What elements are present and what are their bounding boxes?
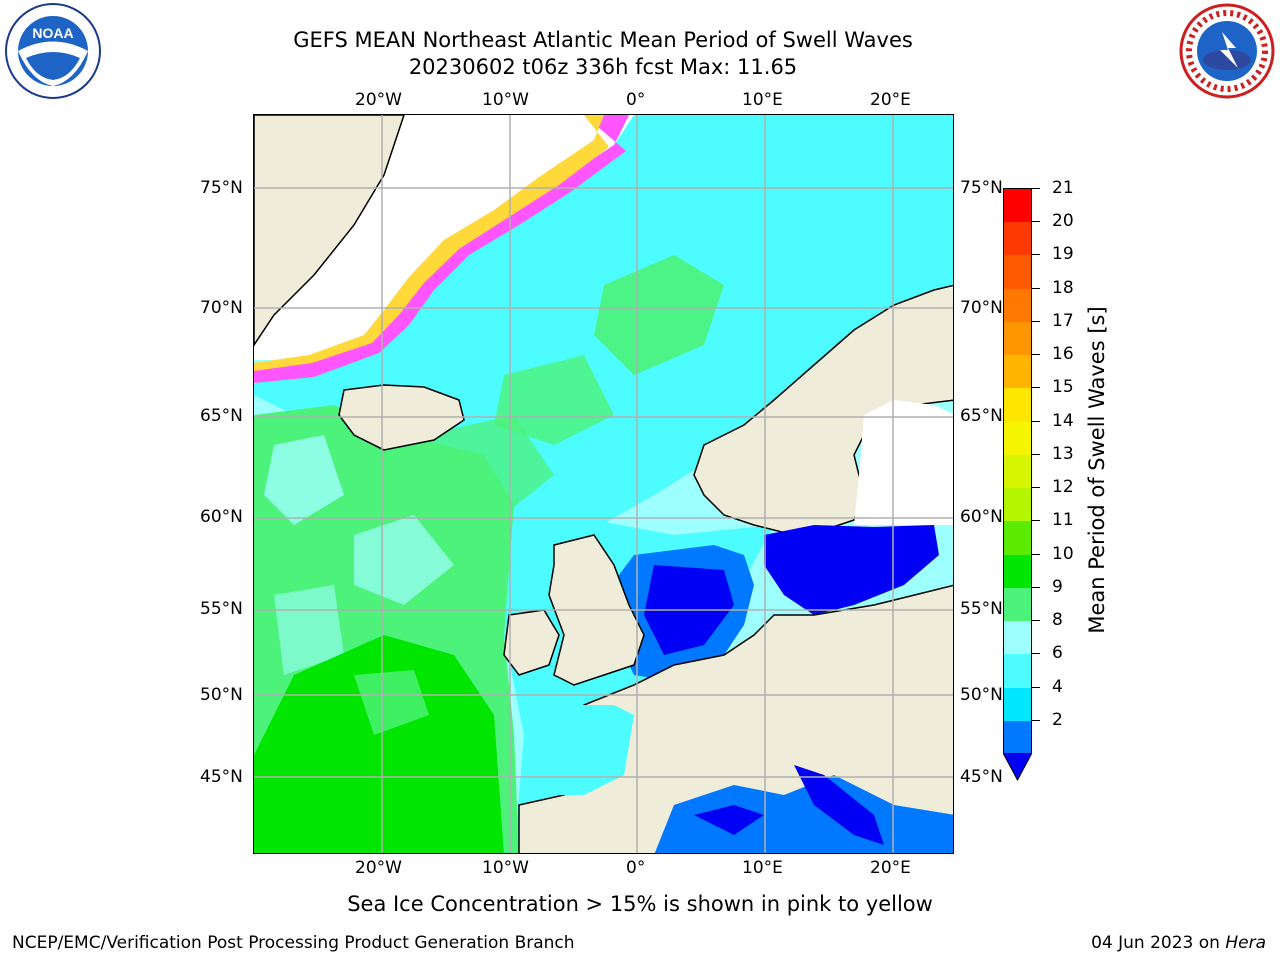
colorbar-tick-label: 9: [1052, 576, 1063, 597]
lat-label-right-70n: 70°N: [960, 298, 1003, 318]
colorbar-tick-mark: [1032, 620, 1040, 622]
colorbar-tick-label: 17: [1052, 310, 1074, 331]
colorbar-tick-mark: [1032, 287, 1040, 289]
colorbar-tick-mark: [1032, 320, 1040, 322]
colorbar-segment: [1004, 222, 1031, 256]
noaa-logo: NOAA: [4, 2, 102, 100]
lon-label-top-10e: 10°E: [742, 90, 783, 110]
lat-label-left-65n: 65°N: [200, 406, 243, 426]
colorbar-tick-label: 11: [1052, 510, 1074, 531]
lat-label-right-45n: 45°N: [960, 767, 1003, 787]
nws-logo: [1176, 2, 1278, 100]
colorbar-segment: [1004, 521, 1031, 556]
colorbar-segment: [1004, 621, 1031, 655]
colorbar-segment: [1004, 488, 1031, 522]
lon-label-bottom-20w: 20°W: [355, 858, 402, 878]
colorbar-tick-mark: [1032, 719, 1040, 721]
colorbar-tick-mark: [1032, 553, 1040, 555]
lon-label-top-0: 0°: [626, 90, 646, 110]
colorbar-tick-mark: [1032, 586, 1040, 588]
baltic-deep-blue-region: [764, 525, 939, 615]
colorbar-tick-label: 19: [1052, 244, 1074, 265]
colorbar-tick-label: 16: [1052, 344, 1074, 365]
colorbar-segment: [1004, 720, 1031, 755]
colorbar-tick-mark: [1032, 487, 1040, 489]
lat-label-right-50n: 50°N: [960, 685, 1003, 705]
lon-label-bottom-10w: 10°W: [482, 858, 529, 878]
colorbar-segment: [1004, 554, 1031, 589]
map-panel: [253, 114, 954, 854]
colorbar-label: Mean Period of Swell Waves [s]: [1085, 306, 1109, 634]
map-canvas: [254, 115, 953, 853]
lon-label-top-10w: 10°W: [482, 90, 529, 110]
lat-label-left-45n: 45°N: [200, 767, 243, 787]
colorbar-segment: [1004, 355, 1031, 389]
colorbar: [1003, 188, 1032, 755]
lat-label-right-60n: 60°N: [960, 507, 1003, 527]
adriatic-deep-blue-region: [794, 765, 884, 845]
lat-label-right-65n: 65°N: [960, 406, 1003, 426]
colorbar-tick-label: 4: [1052, 676, 1063, 697]
colorbar-tick-label: 14: [1052, 410, 1074, 431]
lat-label-left-55n: 55°N: [200, 599, 243, 619]
colorbar-tick-label: 6: [1052, 643, 1063, 664]
biscay-cyan-region: [554, 705, 634, 795]
footer-host: Hera: [1225, 933, 1266, 953]
colorbar-tick-label: 2: [1052, 709, 1063, 730]
colorbar-segment: [1004, 288, 1031, 323]
greenland-land: [254, 115, 405, 347]
colorbar-segment: [1004, 189, 1031, 223]
ocean-green-patch: [494, 355, 614, 445]
sea-ice-caption: Sea Ice Concentration > 15% is shown in …: [347, 892, 933, 916]
colorbar-tick-mark: [1032, 188, 1040, 189]
lon-label-bottom-10e: 10°E: [742, 858, 783, 878]
colorbar-tick-mark: [1032, 387, 1040, 389]
colorbar-tick-mark: [1032, 453, 1040, 455]
colorbar-tick-mark: [1032, 354, 1040, 356]
lat-label-left-50n: 50°N: [200, 685, 243, 705]
colorbar-tick-label: 12: [1052, 477, 1074, 498]
footer-branch: NCEP/EMC/Verification Post Processing Pr…: [12, 933, 575, 953]
chart-title-line2: 20230602 t06z 336h fcst Max: 11.65: [408, 55, 798, 79]
lat-label-right-75n: 75°N: [960, 178, 1003, 198]
lat-label-right-55n: 55°N: [960, 599, 1003, 619]
colorbar-segment: [1004, 255, 1031, 290]
colorbar-tick-mark: [1032, 420, 1040, 422]
colorbar-tick-mark: [1032, 520, 1040, 522]
colorbar-segment: [1004, 421, 1031, 456]
colorbar-segment: [1004, 654, 1031, 689]
footer-date: 04 Jun 2023 on Hera: [1091, 933, 1266, 953]
colorbar-tick-label: 10: [1052, 543, 1074, 564]
lon-label-bottom-0: 0°: [626, 858, 646, 878]
ocean-green-patch: [594, 255, 724, 375]
colorbar-segment: [1004, 321, 1031, 356]
lon-label-bottom-20e: 20°E: [870, 858, 911, 878]
colorbar-tick-mark: [1032, 221, 1040, 223]
chart-title-line1: GEFS MEAN Northeast Atlantic Mean Period…: [293, 28, 913, 52]
colorbar-tick-label: 8: [1052, 610, 1063, 631]
colorbar-tick-label: 15: [1052, 377, 1074, 398]
footer-date-text: 04 Jun 2023 on: [1091, 933, 1226, 953]
colorbar-under-arrow: [1002, 752, 1033, 782]
lon-label-top-20e: 20°E: [870, 90, 911, 110]
colorbar-tick-label: 18: [1052, 277, 1074, 298]
colorbar-segment: [1004, 587, 1031, 622]
colorbar-tick-mark: [1032, 254, 1040, 256]
lat-label-left-75n: 75°N: [200, 178, 243, 198]
baltic-ice-white: [854, 400, 953, 525]
colorbar-tick-mark: [1032, 653, 1040, 655]
lon-label-top-20w: 20°W: [355, 90, 402, 110]
colorbar-segment: [1004, 454, 1031, 489]
colorbar-segment: [1004, 687, 1031, 722]
colorbar-tick-label: 13: [1052, 443, 1074, 464]
noaa-logo-text: NOAA: [32, 25, 73, 41]
graticule: [254, 115, 953, 853]
ocean-bright-green-region: [254, 635, 504, 853]
colorbar-tick-label: 21: [1052, 178, 1074, 198]
colorbar-segment: [1004, 388, 1031, 423]
colorbar-tick-mark: [1032, 686, 1040, 688]
lat-label-left-60n: 60°N: [200, 507, 243, 527]
lat-label-left-70n: 70°N: [200, 298, 243, 318]
colorbar-tick-label: 20: [1052, 211, 1074, 232]
